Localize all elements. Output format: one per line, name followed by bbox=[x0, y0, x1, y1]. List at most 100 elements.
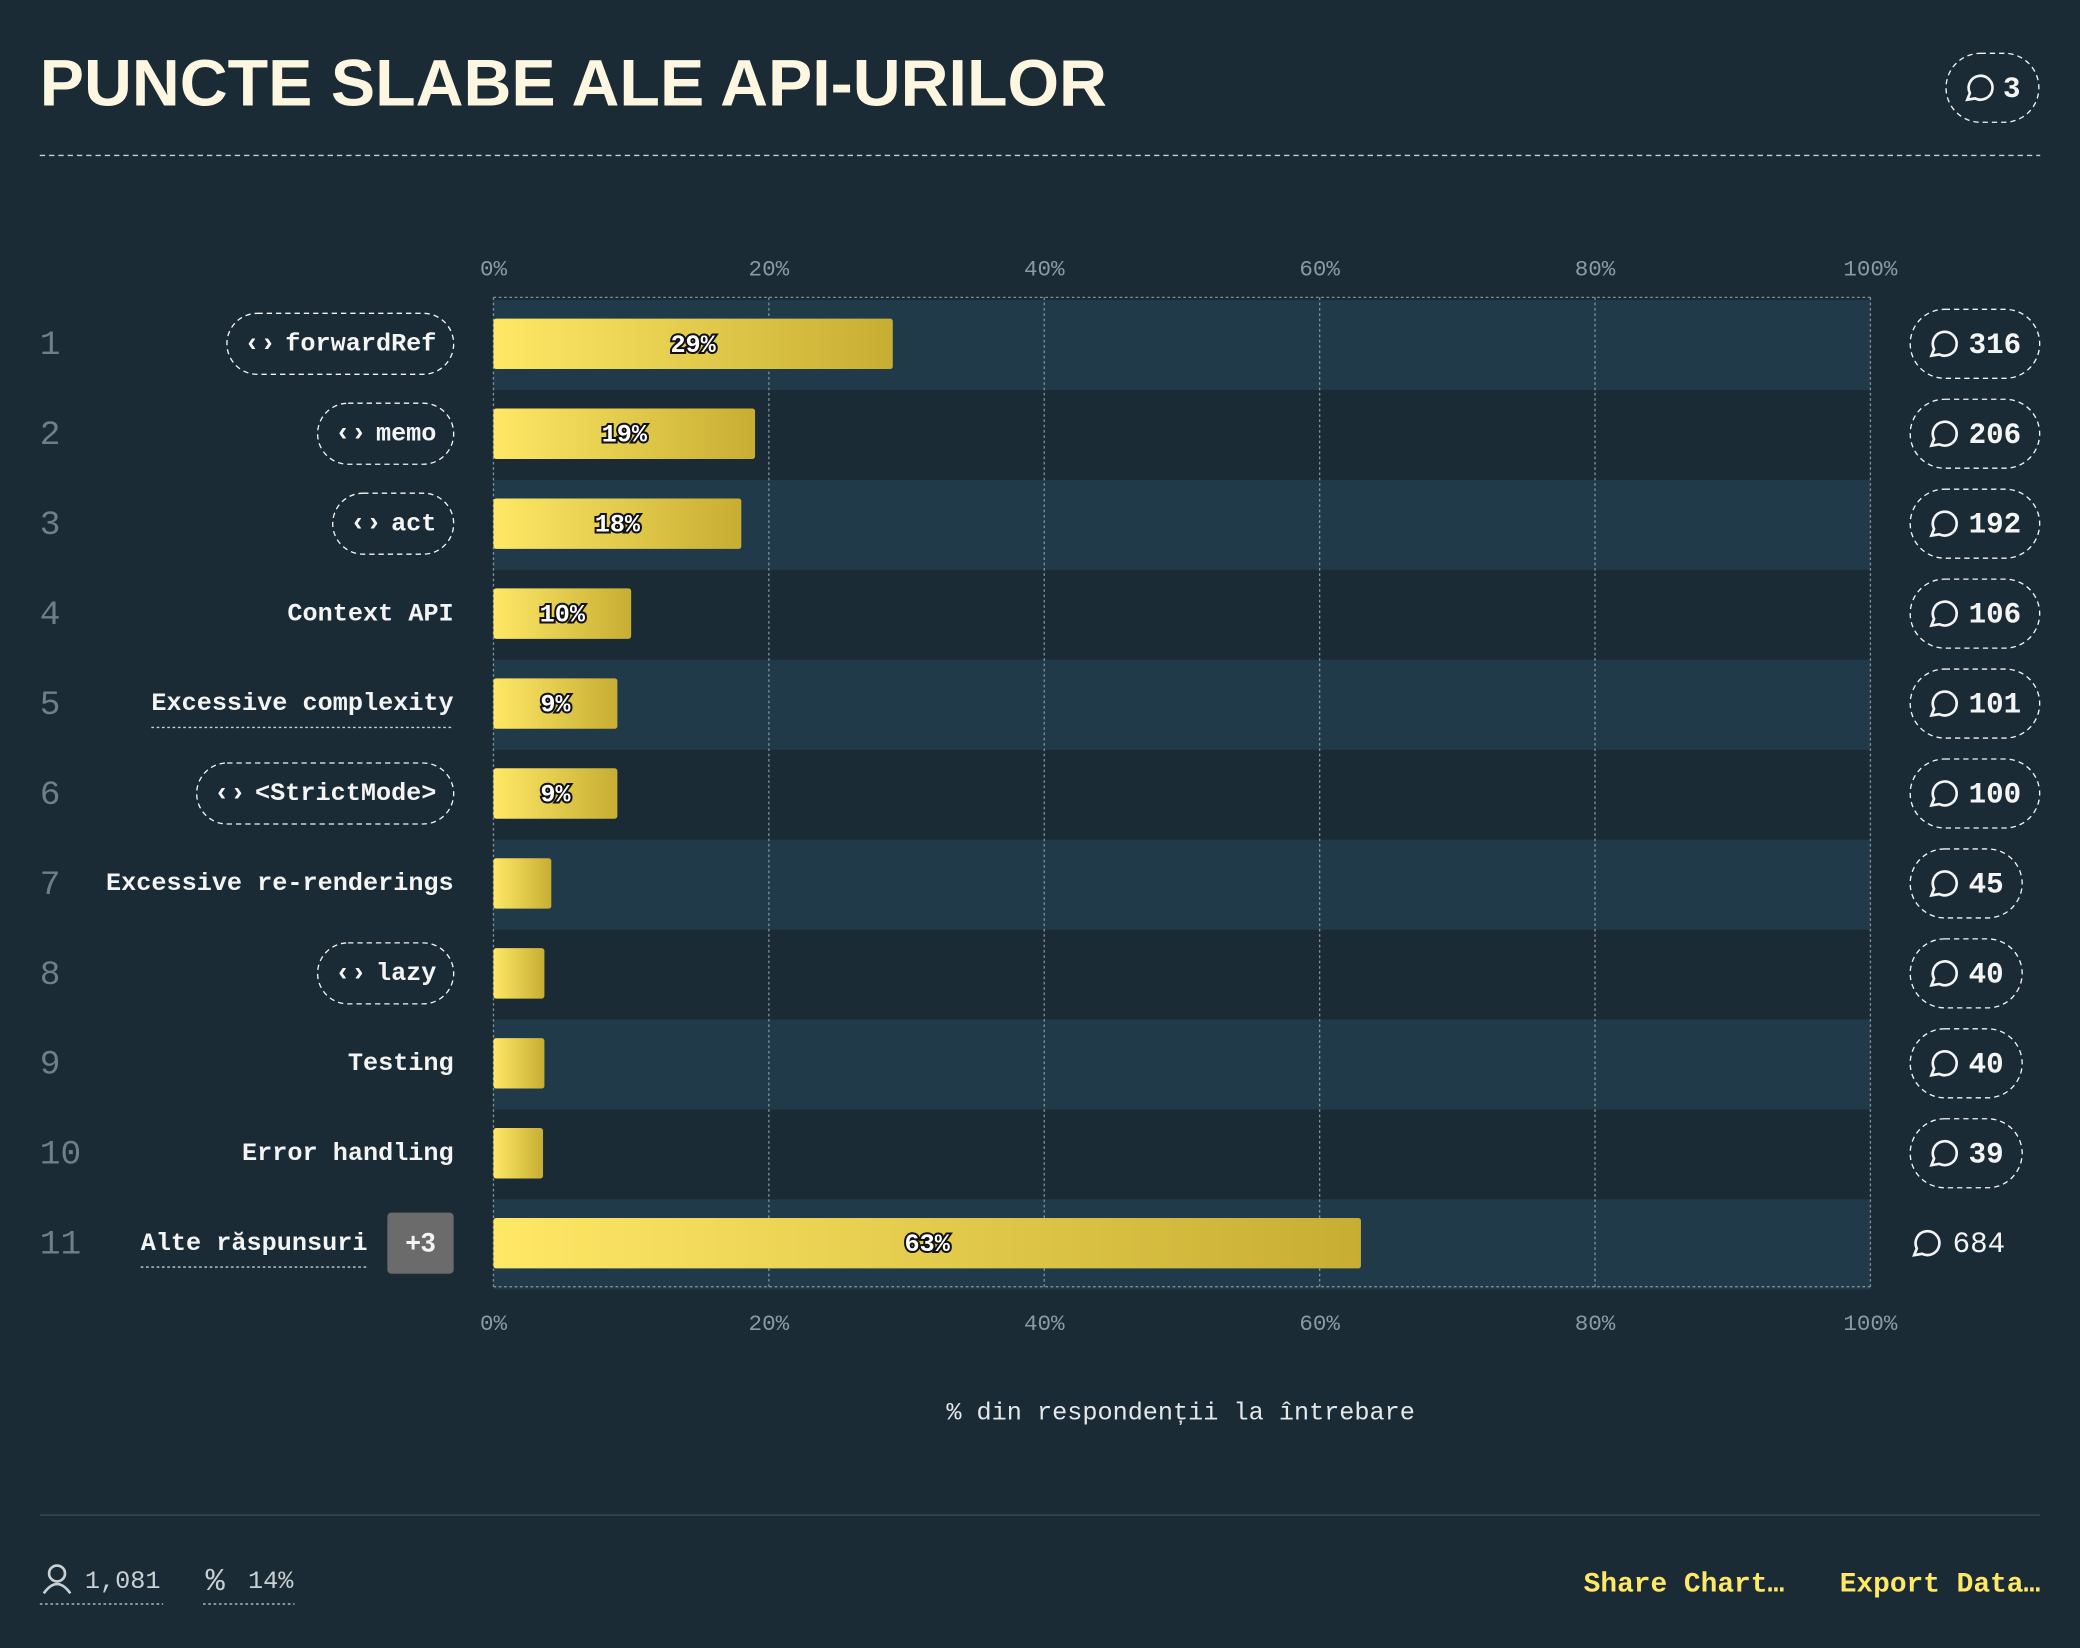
category[interactable]: Context API bbox=[287, 599, 453, 628]
comment-count: 106 bbox=[1969, 599, 2022, 632]
category-label: Excessive complexity bbox=[151, 689, 453, 718]
category[interactable]: Error handling bbox=[242, 1139, 454, 1168]
rank: 4 bbox=[40, 596, 61, 635]
category-label: lazy bbox=[376, 959, 436, 988]
bar bbox=[493, 408, 756, 459]
category-label: forwardRef bbox=[285, 329, 436, 358]
pill bbox=[1909, 938, 2023, 1009]
comment-count: 206 bbox=[1969, 419, 2022, 452]
category[interactable]: forwardRef ‹› bbox=[226, 312, 455, 375]
pill bbox=[332, 492, 455, 555]
chart-title: PUNCTE SLABE ALE API-URILOR bbox=[40, 46, 1107, 120]
rank: 2 bbox=[40, 416, 61, 455]
pill bbox=[1909, 488, 2041, 559]
comments[interactable]: 101 bbox=[1909, 668, 2041, 739]
title-comments[interactable]: 3 bbox=[1945, 52, 2040, 123]
comment-count: 3 bbox=[2003, 73, 2021, 106]
code-icon: ‹› bbox=[214, 779, 246, 809]
x-tick-label: 100% bbox=[1843, 256, 1898, 282]
x-tick-label: 80% bbox=[1575, 1311, 1616, 1337]
comments[interactable]: 316 bbox=[1909, 308, 2041, 379]
bar bbox=[493, 1128, 544, 1179]
x-tick-label: 100% bbox=[1843, 1311, 1898, 1337]
pill bbox=[1945, 52, 2040, 123]
category-label: Context API bbox=[287, 599, 453, 628]
pill bbox=[1909, 1028, 2023, 1099]
category[interactable]: memo ‹› bbox=[316, 402, 455, 465]
category-label: act bbox=[391, 509, 436, 538]
bar bbox=[493, 768, 618, 819]
code-icon: ‹› bbox=[335, 958, 367, 988]
value-label: 63% bbox=[905, 1230, 951, 1259]
bar bbox=[493, 498, 742, 549]
comment-icon bbox=[1929, 600, 1958, 628]
bar bbox=[493, 318, 893, 369]
pill bbox=[1909, 848, 2023, 919]
comments[interactable]: 106 bbox=[1909, 578, 2041, 649]
value-label: 9% bbox=[540, 780, 571, 809]
response-rate: % 14% bbox=[202, 1564, 295, 1605]
comment-icon bbox=[1929, 1139, 1958, 1167]
x-tick-label: 80% bbox=[1575, 256, 1616, 282]
comment-count: 101 bbox=[1969, 689, 2022, 722]
rank: 1 bbox=[40, 326, 61, 365]
category[interactable]: <StrictMode> ‹› bbox=[196, 762, 455, 825]
bar bbox=[493, 588, 632, 639]
comment-icon bbox=[1929, 690, 1958, 718]
comment-icon bbox=[1965, 74, 1994, 102]
category-label: memo bbox=[376, 419, 436, 448]
more-button[interactable]: +3 bbox=[387, 1212, 454, 1274]
comment-icon bbox=[1929, 960, 1958, 988]
rank: 6 bbox=[40, 776, 61, 815]
category[interactable]: lazy ‹› bbox=[316, 942, 455, 1005]
rank: 11 bbox=[40, 1226, 81, 1265]
x-tick-label: 0% bbox=[480, 1311, 508, 1337]
comments[interactable]: 684 bbox=[1912, 1228, 2005, 1261]
respondents: 1,081 bbox=[39, 1564, 164, 1605]
rank: 8 bbox=[40, 956, 61, 995]
comment-count: 40 bbox=[1969, 1048, 2004, 1081]
share-chart[interactable]: Share Chart… bbox=[1584, 1569, 1785, 1600]
pill bbox=[1909, 578, 2041, 649]
comment-icon bbox=[1929, 780, 1958, 808]
comments[interactable]: 40 bbox=[1909, 1028, 2023, 1099]
category-label: <StrictMode> bbox=[255, 779, 436, 808]
comments[interactable]: 40 bbox=[1909, 938, 2023, 1009]
value-label: 10% bbox=[540, 601, 586, 630]
row-stripe bbox=[493, 1019, 1871, 1110]
comment-count: 192 bbox=[1969, 509, 2022, 542]
comments[interactable]: 39 bbox=[1909, 1118, 2023, 1189]
category[interactable]: Alte răspunsuri bbox=[141, 1229, 368, 1268]
value-label: 9% bbox=[540, 691, 571, 720]
pill bbox=[196, 762, 455, 825]
bar bbox=[493, 1038, 545, 1089]
response-rate-value: 14% bbox=[248, 1567, 294, 1596]
category[interactable]: Testing bbox=[348, 1049, 454, 1078]
pill bbox=[1909, 1118, 2023, 1189]
pill bbox=[316, 942, 455, 1005]
value-label: 19% bbox=[602, 421, 648, 450]
more-count: +3 bbox=[405, 1228, 435, 1258]
category[interactable]: act ‹› bbox=[332, 492, 455, 555]
x-axis-label: % din respondenții la întrebare bbox=[946, 1399, 1415, 1428]
comments[interactable]: 100 bbox=[1909, 758, 2041, 829]
comments[interactable]: 192 bbox=[1909, 488, 2041, 559]
bar bbox=[493, 948, 545, 999]
comment-icon bbox=[1929, 1050, 1958, 1077]
x-tick-label: 60% bbox=[1299, 256, 1340, 282]
pill bbox=[1909, 758, 2041, 829]
code-icon: ‹› bbox=[244, 329, 276, 359]
comments[interactable]: 206 bbox=[1909, 398, 2041, 469]
x-tick-label: 20% bbox=[749, 1311, 790, 1337]
category-label: Excessive re-renderings bbox=[106, 869, 454, 898]
export-data[interactable]: Export Data… bbox=[1840, 1569, 2041, 1600]
comment-icon bbox=[1929, 870, 1958, 898]
respondents-count: 1,081 bbox=[85, 1567, 161, 1596]
category[interactable]: Excessive complexity bbox=[151, 689, 454, 729]
comments[interactable]: 45 bbox=[1909, 848, 2023, 919]
row-stripe bbox=[493, 839, 1871, 930]
percent-icon: % bbox=[206, 1564, 226, 1600]
comment-count: 39 bbox=[1969, 1138, 2004, 1171]
x-tick-label: 40% bbox=[1024, 256, 1065, 282]
category[interactable]: Excessive re-renderings bbox=[106, 869, 454, 898]
